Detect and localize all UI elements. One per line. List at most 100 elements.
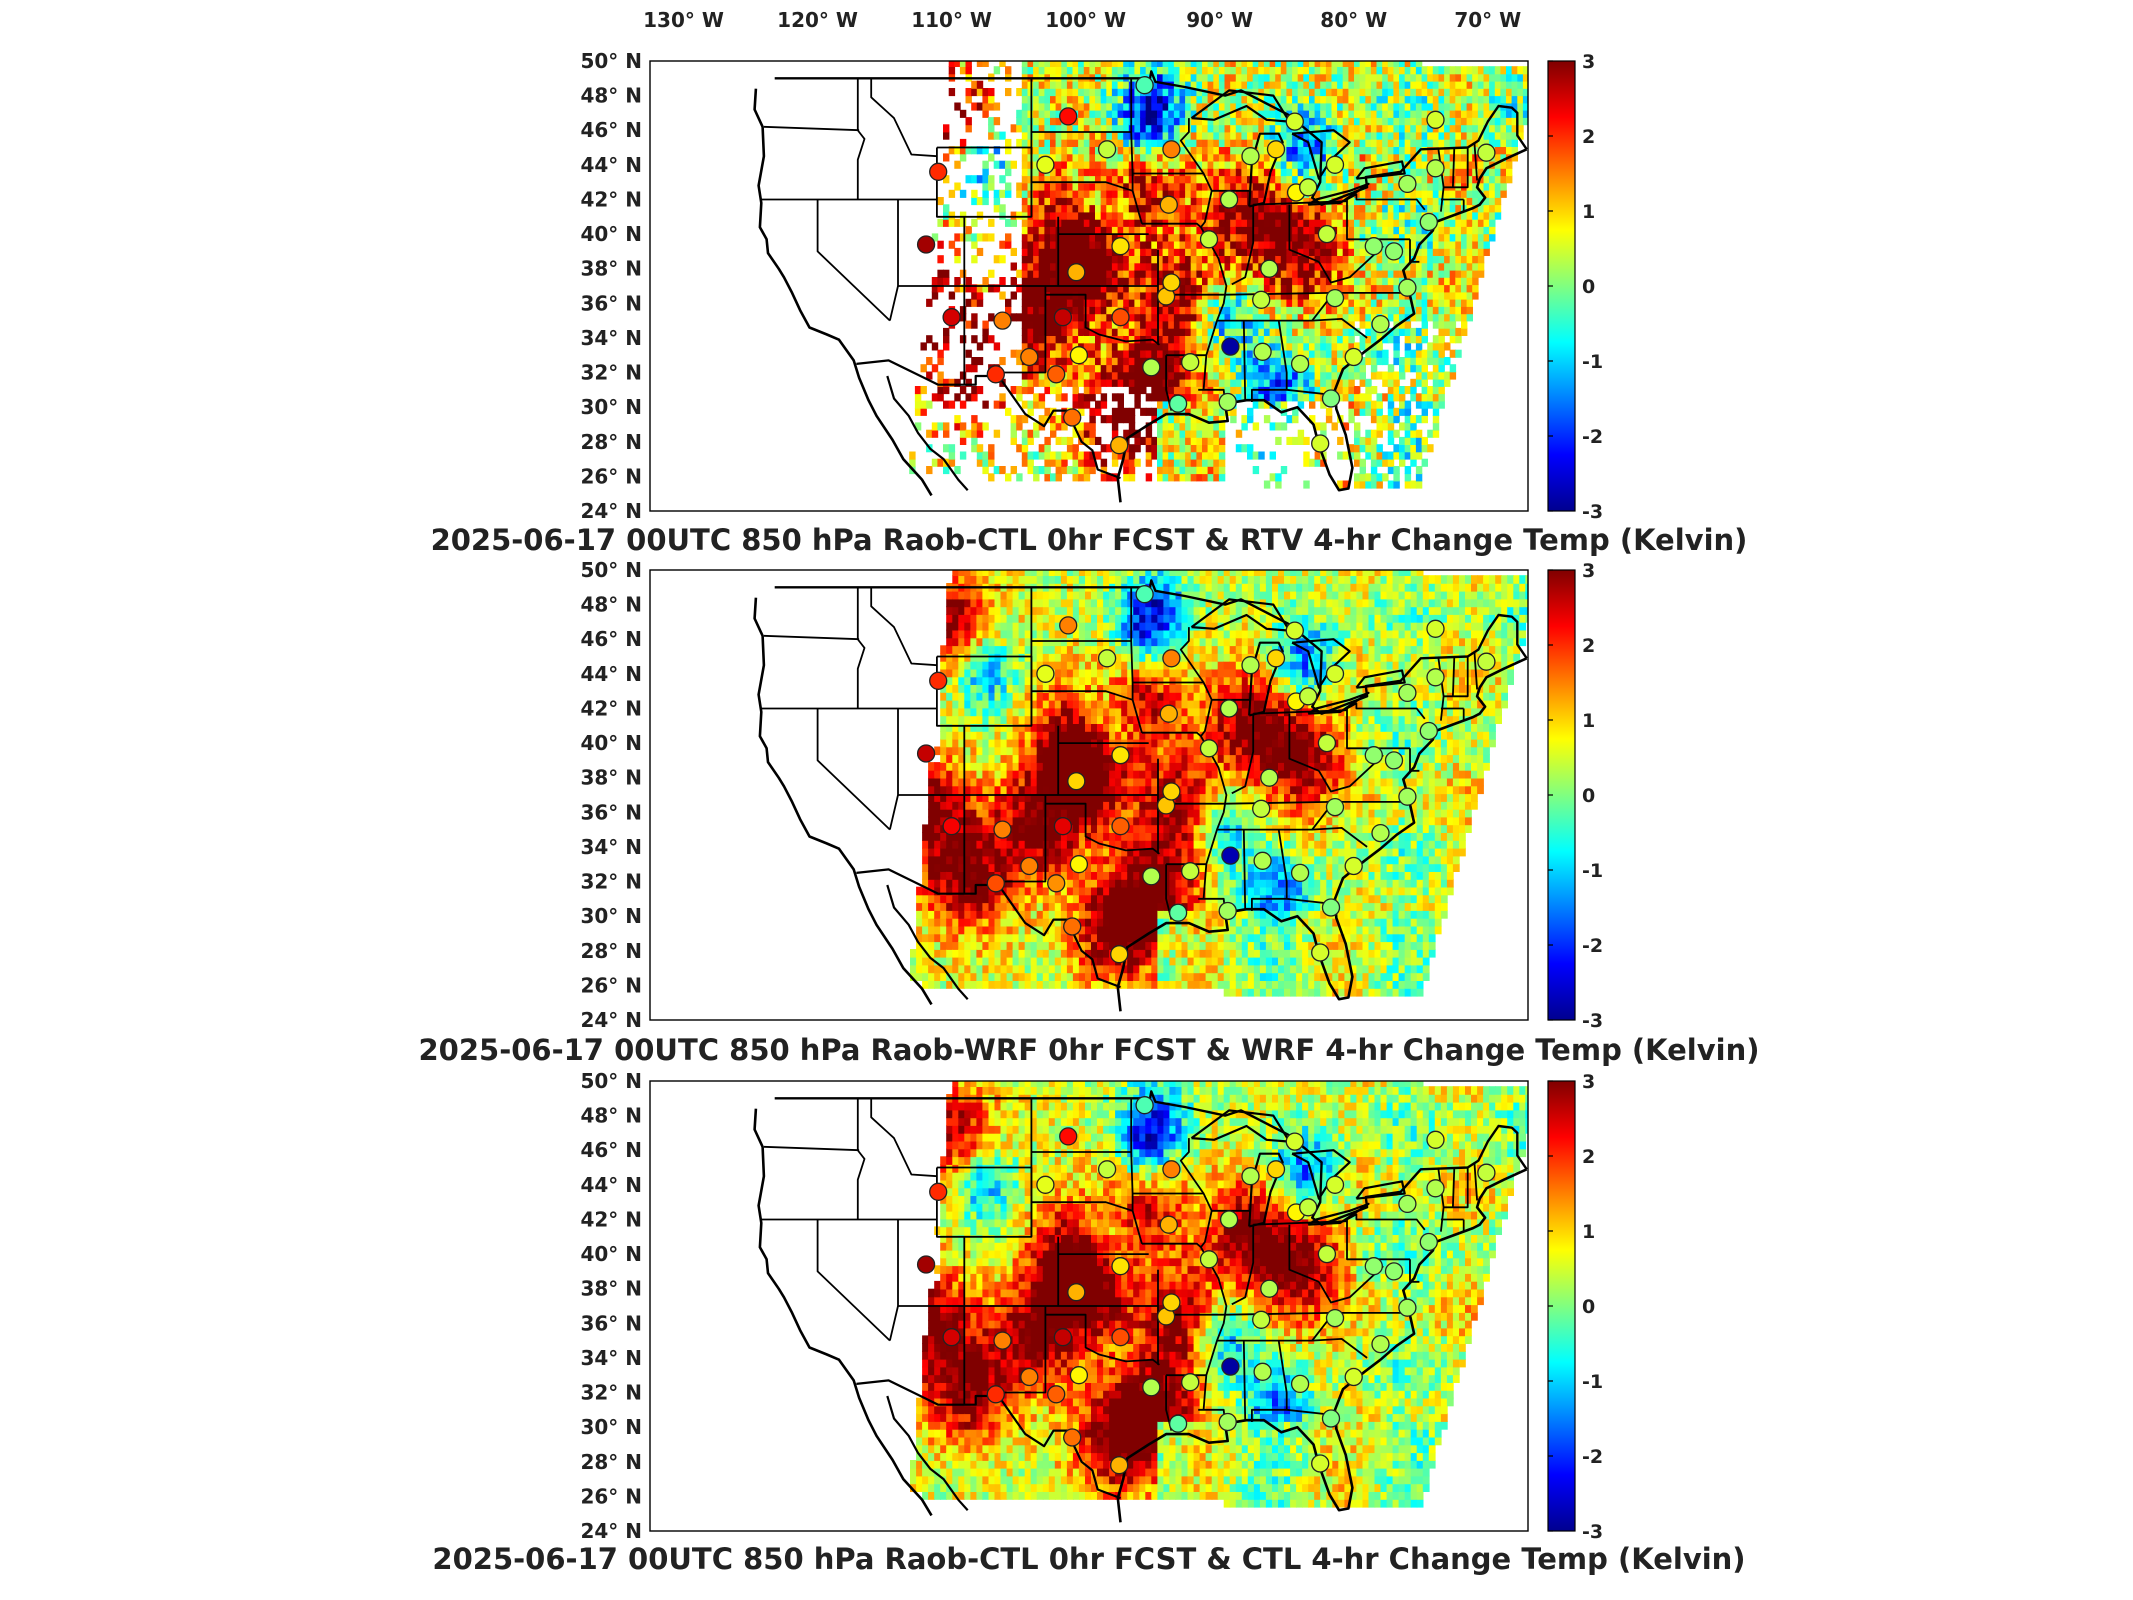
field-cell [1235, 61, 1243, 67]
field-cell [1404, 240, 1412, 249]
field-cell [1455, 175, 1462, 184]
field-cell [1432, 88, 1440, 97]
field-cell [1359, 480, 1366, 489]
field-cell [1263, 306, 1271, 315]
field-cell [940, 980, 947, 989]
field-cell [1010, 262, 1017, 271]
field-cell [1033, 189, 1040, 198]
field-cell [971, 357, 978, 366]
field-cell [1444, 175, 1451, 184]
field-cell [1404, 422, 1412, 431]
field-cell [1517, 73, 1524, 82]
field-cell [1455, 233, 1462, 242]
field-cell [1106, 415, 1113, 424]
field-cell [1247, 117, 1254, 126]
field-cell [1292, 393, 1299, 402]
field-cell [1224, 175, 1231, 184]
field-cell [1421, 109, 1428, 118]
field-cell [1320, 240, 1327, 249]
field-cell [1365, 269, 1372, 278]
field-cell [1134, 61, 1141, 67]
field-cell [1038, 109, 1046, 118]
field-cell [1337, 175, 1344, 184]
field-cell [1292, 436, 1299, 445]
field-cell [1179, 444, 1186, 453]
field-cell [1207, 175, 1214, 184]
field-cell [1224, 386, 1231, 395]
field-cell [1055, 189, 1062, 198]
field-cell [1162, 400, 1169, 409]
field-cell [1359, 255, 1366, 264]
field-cell [1320, 386, 1327, 395]
field-cell [1230, 73, 1237, 82]
field-cell [1033, 320, 1040, 329]
field-cell [1252, 233, 1260, 242]
field-cell [1168, 160, 1175, 169]
field-cell [1190, 407, 1198, 416]
field-cell [1348, 66, 1355, 75]
field-cell [1213, 117, 1220, 126]
field-cell [1506, 80, 1513, 89]
field-cell [1050, 124, 1057, 133]
field-cell [1444, 80, 1451, 89]
field-cell [943, 400, 950, 409]
field-cell [1432, 429, 1440, 438]
field-cell [1218, 146, 1226, 155]
field-cell [1275, 284, 1282, 293]
field-cell [1348, 109, 1355, 118]
field-cell [1095, 313, 1102, 322]
field-cell [1348, 400, 1355, 409]
field-cell [1263, 233, 1271, 242]
field-cell [965, 95, 972, 104]
field-cell [1123, 291, 1130, 300]
field-cell [1337, 247, 1344, 256]
field-cell [1252, 451, 1260, 460]
field-cell [954, 61, 961, 67]
field-cell [1314, 255, 1321, 264]
field-cell [1202, 378, 1209, 387]
field-cell [1421, 269, 1428, 278]
field-cell [1162, 429, 1169, 438]
coastline [1116, 148, 1528, 503]
field-cell [1151, 393, 1158, 402]
field-cell [965, 378, 972, 387]
field-cell [1066, 197, 1074, 206]
field-cell [954, 466, 961, 475]
field-cell [1286, 95, 1293, 104]
lake-outline [1355, 160, 1406, 180]
field-cell [1297, 226, 1305, 235]
field-cell [1292, 349, 1299, 358]
field-cell [1365, 327, 1372, 336]
field-cell [1314, 226, 1321, 235]
field-cell [1320, 131, 1327, 140]
field-cell [1438, 320, 1445, 329]
field-cell [1202, 284, 1209, 293]
field-cell [1477, 117, 1485, 126]
field-cell [934, 949, 941, 958]
field-cell [1044, 233, 1051, 242]
field-cell [1162, 342, 1169, 351]
field-cell [1213, 327, 1220, 336]
field-cell [1258, 109, 1265, 118]
field-cell [1185, 226, 1192, 235]
field-cell [1157, 95, 1164, 104]
field-cell [1348, 102, 1355, 111]
field-cell [1066, 444, 1074, 453]
field-cell [1511, 124, 1518, 133]
field-cell [1162, 240, 1169, 249]
lon-label: 100° W [1045, 8, 1126, 32]
field-cell [1303, 458, 1310, 467]
field-cell [1044, 80, 1051, 89]
field-cell [1241, 211, 1248, 220]
field-cell [1128, 255, 1136, 264]
field-cell [1100, 269, 1108, 278]
field-cell [1185, 422, 1192, 431]
field-cell [1196, 233, 1203, 242]
field-cell [1359, 146, 1366, 155]
field-cell [1376, 73, 1383, 82]
field-cell [982, 335, 989, 344]
field-cell [1280, 131, 1288, 140]
field-cell [1179, 371, 1186, 380]
field-cell [1303, 371, 1310, 380]
field-cell [1044, 255, 1051, 264]
